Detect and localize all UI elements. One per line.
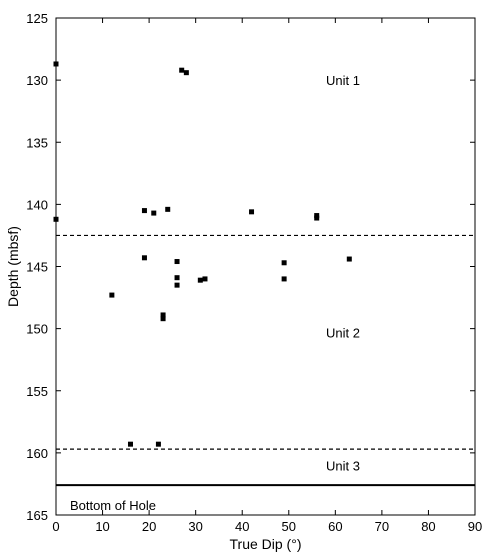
- x-tick-label: 10: [95, 519, 109, 534]
- data-point: [155, 441, 161, 447]
- data-point: [174, 275, 180, 281]
- data-point: [249, 209, 255, 215]
- y-tick-label: 135: [26, 135, 48, 150]
- unit-boundaries: [56, 234, 475, 487]
- y-tick-label: 125: [26, 11, 48, 26]
- data-point: [160, 316, 166, 322]
- data-point: [174, 259, 180, 265]
- data-point: [281, 276, 287, 282]
- y-tick-label: 155: [26, 384, 48, 399]
- x-tick-label: 40: [235, 519, 249, 534]
- x-tick-label: 50: [282, 519, 296, 534]
- data-point: [165, 206, 171, 212]
- data-point: [314, 215, 320, 221]
- y-tick-label: 165: [26, 508, 48, 523]
- annotation-label: Unit 3: [326, 458, 360, 473]
- data-point: [141, 208, 147, 214]
- x-tick-label: 70: [375, 519, 389, 534]
- x-tick-label: 0: [52, 519, 59, 534]
- y-tick-label: 145: [26, 260, 48, 275]
- data-point: [141, 255, 147, 261]
- data-point: [160, 312, 166, 318]
- data-point: [202, 276, 208, 282]
- data-point: [281, 260, 287, 266]
- x-tick-label: 60: [328, 519, 342, 534]
- data-point: [183, 70, 189, 76]
- y-tick-label: 150: [26, 322, 48, 337]
- y-axis-title: Depth (mbsf): [5, 226, 21, 307]
- x-tick-label: 80: [421, 519, 435, 534]
- data-point: [109, 292, 115, 298]
- y-tick-label: 160: [26, 446, 48, 461]
- annotation-label: Bottom of Hole: [70, 498, 156, 513]
- data-point: [346, 256, 352, 262]
- annotation-label: Unit 1: [326, 73, 360, 88]
- x-tick-label: 90: [468, 519, 482, 534]
- data-point: [151, 210, 157, 216]
- x-tick-label: 20: [142, 519, 156, 534]
- x-axis-ticks: 0 10 20 30 40 50 60 70 80 90: [52, 18, 482, 534]
- annotations: Unit 1 Unit 2 Unit 3 Bottom of Hole: [70, 73, 360, 513]
- y-axis-ticks: 125 130 135 140 145 150 155 160 165: [26, 11, 475, 523]
- x-tick-label: 30: [188, 519, 202, 534]
- data-points: [53, 61, 352, 447]
- x-axis-title: True Dip (°): [230, 536, 302, 552]
- data-point: [197, 277, 203, 283]
- plot-frame: [55, 17, 476, 516]
- data-point: [174, 282, 180, 288]
- y-tick-label: 130: [26, 73, 48, 88]
- data-point: [127, 441, 133, 447]
- annotation-label: Unit 2: [326, 325, 360, 340]
- data-point: [179, 67, 185, 73]
- y-tick-label: 140: [26, 197, 48, 212]
